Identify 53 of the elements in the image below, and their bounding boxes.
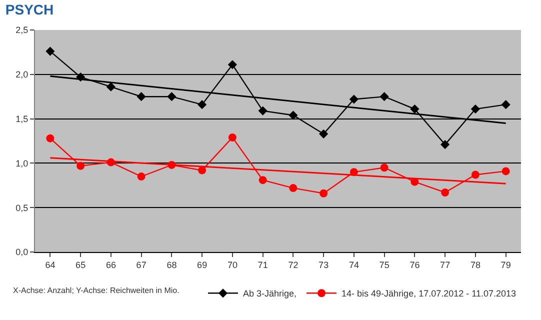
point	[137, 172, 146, 181]
point	[380, 164, 388, 172]
point	[410, 104, 420, 114]
y-tick-label: 2,0	[16, 70, 28, 80]
x-tick-label: 76	[410, 260, 420, 270]
point	[471, 170, 480, 179]
point	[440, 140, 450, 150]
point	[288, 110, 298, 120]
x-tick-label: 71	[258, 260, 268, 270]
point	[502, 167, 510, 176]
point	[349, 94, 358, 104]
point	[46, 46, 55, 56]
y-tick-label: 2,5	[16, 25, 28, 36]
y-tick-label: 0,0	[16, 247, 28, 258]
point	[76, 162, 85, 170]
point	[228, 133, 236, 142]
y-tick-label: 1,0	[16, 158, 28, 168]
x-tick-label: 77	[440, 260, 450, 270]
x-tick-label: 75	[379, 260, 390, 270]
legend-label: 14- bis 49-Jährige, 17.07.2012 - 11.07.2013	[342, 288, 516, 299]
x-tick-label: 69	[197, 260, 208, 270]
point	[501, 100, 510, 110]
point	[441, 188, 450, 196]
x-tick-label: 65	[76, 260, 86, 270]
x-tick-label: 67	[136, 260, 146, 270]
point	[167, 92, 176, 102]
point	[258, 176, 267, 184]
x-tick-label: 78	[470, 260, 480, 270]
x-tick-label: 70	[227, 260, 238, 270]
point	[320, 189, 328, 198]
y-tick-label: 0,5	[16, 202, 28, 213]
point	[198, 166, 206, 174]
point	[136, 92, 146, 102]
x-tick-label: 68	[166, 260, 177, 270]
point	[228, 60, 237, 70]
x-tick-label: 79	[500, 260, 511, 270]
chart-title: PSYCH	[5, 2, 54, 18]
x-tick-label: 73	[318, 260, 329, 270]
x-tick-label: 74	[348, 260, 359, 270]
point	[289, 184, 298, 192]
point	[319, 129, 328, 138]
x-tick-label: 64	[45, 260, 56, 270]
point	[198, 100, 207, 110]
point	[46, 134, 54, 142]
y-tick-label: 1,5	[16, 114, 28, 124]
legend-label: Ab 3-Jährige,	[243, 288, 297, 299]
x-tick-label: 72	[288, 260, 298, 270]
text: X-Achse: Anzahl; Y-Achse: Reichweiten in Mio.	[13, 286, 180, 295]
point	[258, 106, 268, 116]
x-tick-label: 66	[106, 260, 116, 270]
point	[380, 92, 389, 102]
point	[106, 82, 116, 92]
point	[470, 104, 480, 114]
